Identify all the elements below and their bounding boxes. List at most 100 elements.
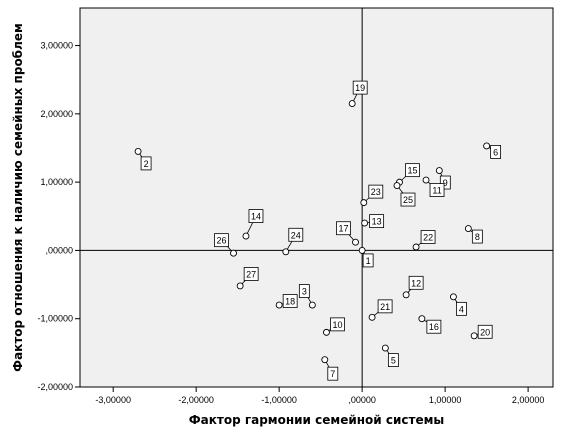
data-point: 14 bbox=[242, 209, 264, 240]
point-marker bbox=[230, 249, 237, 257]
point-label: 19 bbox=[355, 83, 365, 93]
point-marker bbox=[402, 291, 410, 299]
y-tick-label: 3,00000 bbox=[40, 41, 73, 51]
point-label: 14 bbox=[251, 212, 261, 222]
point-label-box bbox=[288, 227, 304, 242]
point-label-box bbox=[298, 284, 310, 298]
y-axis-title: Фактор отношения к наличию семейных проб… bbox=[11, 23, 25, 372]
point-marker bbox=[418, 315, 426, 323]
data-point: 20 bbox=[470, 324, 493, 340]
point-label-box bbox=[429, 183, 445, 197]
point-label: 16 bbox=[429, 322, 439, 332]
point-marker bbox=[242, 232, 250, 240]
point-label: 25 bbox=[403, 195, 413, 205]
data-point: 4 bbox=[449, 293, 467, 316]
data-point: 26 bbox=[214, 233, 237, 257]
point-label: 9 bbox=[443, 178, 448, 188]
data-point: 9 bbox=[435, 167, 451, 190]
point-label: 11 bbox=[432, 186, 441, 196]
data-point: 19 bbox=[348, 80, 368, 108]
data-point: 1 bbox=[358, 246, 374, 268]
point-marker bbox=[464, 225, 472, 233]
point-label-box bbox=[490, 145, 502, 159]
point-label-box bbox=[282, 294, 298, 308]
point-label-box bbox=[352, 80, 368, 95]
x-tick-label: 1,00000 bbox=[429, 395, 462, 405]
point-label: 15 bbox=[407, 166, 417, 176]
point-label: 22 bbox=[423, 233, 433, 243]
point-marker bbox=[348, 100, 356, 108]
point-marker bbox=[435, 167, 443, 174]
point-marker bbox=[412, 243, 420, 251]
point-label-box bbox=[456, 301, 467, 316]
point-label-box bbox=[248, 209, 264, 223]
data-point: 16 bbox=[418, 315, 442, 334]
point-marker bbox=[358, 246, 366, 254]
data-point: 23 bbox=[360, 184, 384, 207]
point-label: 17 bbox=[338, 224, 348, 234]
point-label-box bbox=[387, 353, 399, 367]
point-marker bbox=[381, 344, 389, 352]
data-point: 3 bbox=[298, 284, 316, 309]
point-marker bbox=[275, 301, 283, 309]
point-label: 27 bbox=[246, 269, 256, 279]
data-point: 27 bbox=[236, 267, 259, 290]
point-label: 8 bbox=[475, 232, 480, 242]
point-label: 3 bbox=[302, 287, 307, 297]
data-points: 1234567891011121314151617181920212223242… bbox=[134, 80, 502, 381]
point-marker bbox=[449, 293, 457, 301]
point-marker bbox=[470, 332, 478, 340]
point-label-box bbox=[330, 317, 345, 332]
point-marker bbox=[422, 176, 430, 184]
data-point: 13 bbox=[361, 214, 385, 229]
point-label: 5 bbox=[391, 356, 396, 366]
point-marker bbox=[393, 182, 401, 189]
x-tick-label: -3,00000 bbox=[95, 395, 131, 405]
point-label-box bbox=[420, 230, 436, 244]
point-label: 10 bbox=[332, 320, 342, 330]
point-label: 24 bbox=[291, 230, 301, 240]
point-label: 7 bbox=[330, 369, 335, 379]
point-label-box bbox=[405, 163, 420, 178]
data-point: 5 bbox=[381, 344, 399, 367]
point-marker bbox=[368, 313, 376, 321]
point-marker bbox=[236, 282, 244, 290]
data-point: 7 bbox=[321, 356, 339, 381]
plot-area bbox=[79, 7, 554, 388]
point-marker bbox=[483, 142, 491, 150]
point-label: 23 bbox=[371, 187, 381, 197]
y-tick-label: ,00000 bbox=[45, 245, 73, 255]
point-label-box bbox=[327, 366, 339, 381]
point-label-box bbox=[377, 299, 393, 314]
data-point: 22 bbox=[412, 230, 436, 251]
point-label-box bbox=[369, 214, 385, 229]
point-marker bbox=[361, 219, 369, 227]
point-label: 26 bbox=[217, 236, 227, 246]
data-point: 6 bbox=[483, 142, 502, 159]
point-label: 6 bbox=[493, 147, 498, 157]
point-label-box bbox=[140, 156, 152, 171]
x-tick-label: ,00000 bbox=[348, 395, 376, 405]
axes: -3,00000 -2,00000 -1,00000,00000 1,00000 2,0… bbox=[37, 8, 553, 405]
point-marker bbox=[308, 301, 316, 309]
point-label: 12 bbox=[411, 278, 421, 288]
point-marker bbox=[323, 328, 330, 336]
point-label-box bbox=[243, 267, 259, 281]
point-label-box bbox=[336, 221, 351, 236]
point-label-box bbox=[362, 253, 374, 268]
point-label-box bbox=[408, 275, 424, 290]
data-point: 17 bbox=[336, 221, 359, 246]
y-tick-label: 2,00000 bbox=[40, 109, 73, 119]
point-label-box bbox=[368, 184, 384, 199]
point-label: 21 bbox=[380, 302, 390, 312]
x-tick-label: 2,00000 bbox=[512, 395, 545, 405]
point-label-box bbox=[477, 324, 493, 339]
x-axis-title: Фактор гармонии семейной системы bbox=[189, 413, 445, 427]
data-point: 10 bbox=[323, 317, 345, 336]
x-tick-label: -1,00000 bbox=[261, 395, 297, 405]
y-tick-label: -1,00000 bbox=[37, 314, 73, 324]
data-point: 12 bbox=[402, 275, 424, 299]
point-marker bbox=[360, 199, 368, 207]
point-marker bbox=[321, 356, 329, 364]
